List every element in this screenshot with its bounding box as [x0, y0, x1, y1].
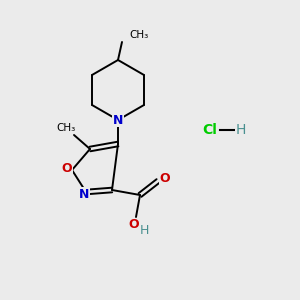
Text: CH₃: CH₃ [56, 123, 76, 133]
Text: O: O [62, 163, 72, 176]
Text: H: H [236, 123, 246, 137]
Text: O: O [129, 218, 139, 232]
Text: N: N [113, 113, 123, 127]
Text: Cl: Cl [202, 123, 217, 137]
Text: H: H [139, 224, 149, 236]
Text: CH₃: CH₃ [129, 30, 148, 40]
Text: N: N [79, 188, 89, 200]
Text: O: O [160, 172, 170, 185]
